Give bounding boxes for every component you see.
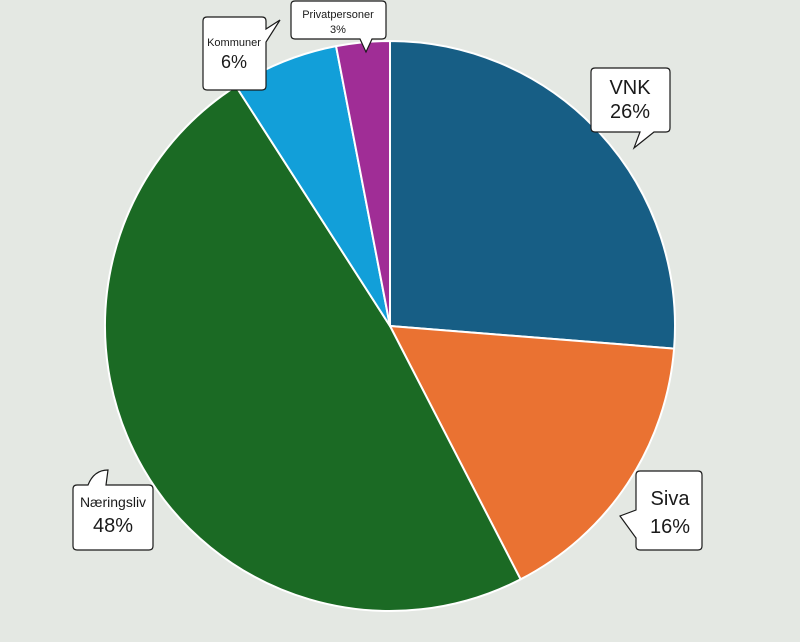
pie-slice-naeringsliv [104, 85, 522, 612]
callout-box-siva [619, 470, 703, 551]
pie-slices [104, 40, 676, 612]
label-callout-naeringsliv: Næringsliv 48% [72, 469, 154, 551]
callout-box-kommuner [202, 16, 281, 91]
slice-label-value-privatpersoner: 3% [330, 24, 346, 36]
slice-label-name-privatpersoner: Privatpersoner [302, 9, 374, 21]
slice-label-name-vnk: VNK [609, 77, 651, 99]
callout-box-privatpersoner [290, 0, 387, 54]
pie-slice-siva [389, 325, 676, 581]
pie-slice-vnk [389, 40, 676, 350]
label-callout-privatpersoner: Privatpersoner 3% [290, 0, 387, 54]
label-callout-kommuner: Kommuner 6% [202, 16, 281, 91]
pie-labels: VNK 26% Siva 16% Næringsliv 48% Kommuner… [72, 0, 703, 551]
slice-label-value-vnk: 26% [610, 101, 650, 123]
label-callout-siva: Siva 16% [619, 470, 703, 551]
slice-label-value-siva: 16% [650, 516, 690, 538]
slice-label-name-siva: Siva [651, 488, 691, 510]
slice-label-name-naeringsliv: Næringsliv [80, 494, 146, 510]
slice-label-value-naeringsliv: 48% [93, 515, 133, 537]
callout-box-naeringsliv [72, 469, 154, 551]
callout-box-vnk [590, 67, 671, 150]
slice-label-value-kommuner: 6% [221, 52, 247, 72]
label-callout-vnk: VNK 26% [590, 67, 671, 150]
slice-label-name-kommuner: Kommuner [207, 37, 261, 49]
